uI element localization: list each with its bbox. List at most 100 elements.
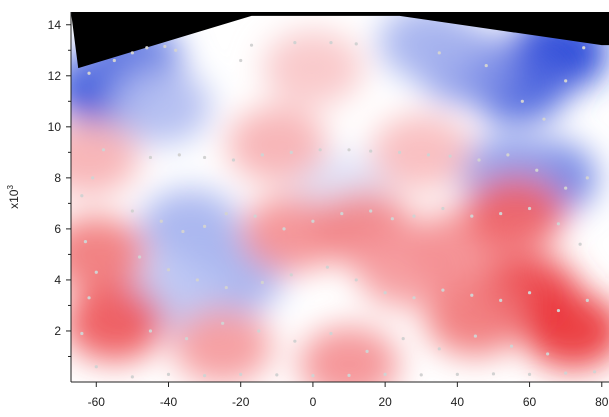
y-tick-label: 4 <box>54 273 61 287</box>
sample-point <box>354 42 358 46</box>
sample-point <box>369 209 373 213</box>
sample-point <box>112 58 116 63</box>
sample-point <box>401 337 405 341</box>
field-blob <box>378 12 479 81</box>
plot-area <box>71 12 609 382</box>
sample-point <box>412 296 416 300</box>
sample-point <box>477 158 481 162</box>
sample-point <box>80 331 84 336</box>
field-blob <box>226 106 327 183</box>
sample-point <box>83 240 88 244</box>
sample-point <box>491 372 496 376</box>
sample-point <box>564 371 568 375</box>
x-tick-label: -40 <box>160 395 178 409</box>
sample-point <box>293 339 297 343</box>
sample-point <box>289 150 293 154</box>
sample-point <box>448 154 452 158</box>
sample-point <box>484 63 488 68</box>
sample-point <box>520 99 524 103</box>
field-blob <box>172 308 273 382</box>
sample-point <box>239 58 243 63</box>
sample-point <box>311 374 315 378</box>
y-tick-label: 14 <box>48 18 62 32</box>
sample-point <box>383 291 387 295</box>
y-tick-label: 2 <box>54 324 61 338</box>
sample-point <box>441 206 445 211</box>
sample-point <box>177 153 181 157</box>
sample-point <box>499 211 503 216</box>
sample-point <box>202 374 207 378</box>
sample-point <box>289 273 293 277</box>
sample-point <box>564 79 568 83</box>
sample-point <box>437 347 441 351</box>
sample-point <box>585 176 589 180</box>
sample-point <box>527 291 532 295</box>
sample-point <box>166 268 171 272</box>
sample-point <box>148 155 153 160</box>
sample-point <box>224 211 228 216</box>
sample-point <box>275 373 279 377</box>
sample-point <box>318 148 322 152</box>
sample-point <box>231 158 236 162</box>
sample-point <box>582 46 586 50</box>
sample-point <box>329 41 333 45</box>
sample-point <box>311 219 315 223</box>
sample-point <box>412 214 416 218</box>
sample-point <box>556 308 561 313</box>
sample-point <box>293 41 297 45</box>
sample-point <box>592 370 597 374</box>
sample-points <box>80 41 597 379</box>
sample-point <box>340 211 344 216</box>
field-blob <box>71 119 140 196</box>
sample-point <box>260 280 264 285</box>
x-tick-label: -60 <box>88 395 106 409</box>
sample-point <box>470 293 474 297</box>
sample-point <box>282 227 286 231</box>
field-blob <box>71 285 165 362</box>
field-blob <box>465 175 566 252</box>
sample-point <box>202 224 207 228</box>
sample-point <box>473 334 478 338</box>
sample-point <box>437 51 441 55</box>
y-axis: 2 4 6 8 10 12 14 <box>48 18 71 357</box>
sample-point <box>527 372 532 376</box>
y-tick-label: 8 <box>54 171 61 185</box>
sample-point <box>195 278 199 282</box>
sample-point <box>585 298 589 302</box>
sample-point <box>470 214 474 218</box>
x-tick-label: 20 <box>378 395 392 409</box>
sample-point <box>369 149 373 153</box>
sample-point <box>163 44 167 49</box>
sample-point <box>138 255 142 259</box>
sample-point <box>174 48 178 52</box>
sample-point <box>509 344 514 348</box>
sample-point <box>202 155 207 160</box>
sample-point <box>94 365 98 369</box>
sample-point <box>145 46 149 50</box>
sample-point <box>564 186 568 190</box>
y-axis-label: x103 <box>6 185 21 209</box>
sample-point <box>91 176 95 180</box>
sample-point <box>159 219 163 223</box>
sample-point <box>542 117 546 121</box>
sample-point <box>253 214 257 218</box>
sample-point <box>130 375 134 379</box>
field-blob <box>299 326 400 382</box>
sample-point <box>499 298 503 302</box>
sample-point <box>455 372 459 376</box>
sample-point <box>184 337 189 341</box>
sample-point <box>383 372 387 376</box>
sample-point <box>224 285 228 290</box>
sample-point <box>80 194 84 198</box>
no-data-mask <box>71 12 609 69</box>
sample-point <box>249 43 254 47</box>
x-tick-label: 60 <box>523 395 537 409</box>
sample-point <box>347 148 351 152</box>
sample-point <box>546 352 550 356</box>
sample-point <box>441 288 445 292</box>
sample-point <box>426 153 431 157</box>
field-blob <box>71 216 147 293</box>
y-tick-label: 10 <box>48 120 62 134</box>
sample-point <box>181 229 185 234</box>
